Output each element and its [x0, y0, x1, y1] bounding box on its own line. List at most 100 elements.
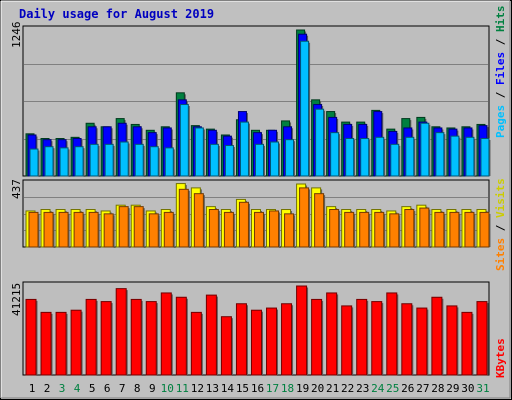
legend-hits: Hits	[494, 5, 507, 33]
x-label-day-24: 24	[371, 382, 385, 395]
bar-sites-day-24	[374, 211, 385, 248]
bar-sites-day-1	[28, 211, 39, 248]
x-label-day-13: 13	[205, 382, 219, 395]
bar-sites-day-20	[314, 193, 325, 248]
bar-pages-day-7	[119, 141, 129, 177]
legend-visits: Visits	[494, 178, 507, 218]
bar-kbytes-day-19	[296, 285, 308, 376]
x-label-day-16: 16	[250, 382, 265, 395]
bar-kbytes-day-24	[371, 301, 383, 376]
bar-pages-day-24	[375, 136, 385, 177]
bar-sites-day-25	[389, 213, 400, 248]
bar-sites-day-5	[88, 211, 99, 248]
bar-kbytes-day-11	[175, 296, 187, 376]
bar-pages-day-30	[465, 136, 475, 177]
x-label-day-14: 14	[220, 382, 235, 395]
x-label-day-29: 29	[446, 382, 460, 395]
bar-sites-day-21	[329, 209, 340, 248]
bar-kbytes-day-18	[281, 303, 293, 376]
bar-sites-day-19	[299, 187, 310, 248]
bar-pages-day-2	[44, 146, 54, 177]
bar-pages-day-29	[450, 135, 460, 177]
bar-pages-day-3	[59, 147, 69, 177]
x-label-day-11: 11	[175, 382, 189, 395]
bar-kbytes-day-3	[55, 311, 67, 376]
x-label-day-2: 2	[43, 382, 51, 395]
bar-kbytes-day-20	[311, 298, 323, 376]
x-label-day-27: 27	[416, 382, 430, 395]
x-label-day-26: 26	[401, 382, 415, 395]
bar-pages-day-15	[239, 121, 249, 177]
x-label-day-5: 5	[88, 382, 96, 395]
x-label-day-19: 19	[295, 382, 310, 395]
chart-title: Daily usage for August 2019	[19, 7, 215, 21]
bar-sites-day-31	[479, 211, 490, 248]
bar-pages-day-27	[420, 122, 430, 177]
bar-kbytes-day-6	[100, 301, 112, 376]
bar-kbytes-day-2	[40, 311, 52, 376]
bar-sites-day-29	[449, 211, 460, 248]
x-label-day-22: 22	[341, 382, 355, 395]
x-label-day-20: 20	[310, 382, 325, 395]
bar-sites-day-4	[73, 211, 84, 248]
bar-kbytes-day-23	[356, 298, 368, 376]
legend-files: Files	[494, 51, 507, 85]
bar-kbytes-day-1	[25, 298, 37, 376]
x-label-day-1: 1	[28, 382, 36, 395]
bar-kbytes-day-9	[145, 301, 157, 376]
hits-panel-ymax-label: 1246	[10, 21, 23, 49]
bar-pages-day-20	[315, 108, 325, 177]
bar-pages-day-8	[134, 143, 144, 177]
bar-pages-day-12	[194, 127, 204, 177]
bar-sites-day-28	[434, 211, 445, 248]
bar-sites-day-3	[58, 211, 69, 248]
bar-kbytes-day-26	[401, 303, 413, 376]
bar-kbytes-day-30	[461, 311, 473, 376]
bar-kbytes-day-14	[220, 316, 232, 376]
bar-sites-day-17	[269, 210, 280, 248]
bar-pages-day-17	[270, 141, 280, 177]
bar-pages-day-14	[224, 145, 234, 177]
bar-pages-day-23	[360, 138, 370, 177]
bar-kbytes-day-21	[326, 292, 338, 376]
bar-sites-day-15	[238, 201, 249, 248]
bar-pages-day-9	[149, 146, 159, 177]
bar-sites-day-9	[148, 213, 159, 248]
bar-kbytes-day-29	[446, 305, 458, 376]
bar-sites-day-16	[253, 211, 264, 248]
bar-pages-day-22	[345, 138, 355, 177]
bar-kbytes-day-4	[70, 309, 82, 376]
bar-pages-day-10	[164, 147, 174, 177]
bar-pages-day-18	[285, 139, 295, 177]
bar-pages-day-26	[405, 136, 415, 177]
bar-sites-day-10	[163, 211, 174, 248]
x-label-day-8: 8	[133, 382, 141, 395]
bar-kbytes-day-8	[130, 298, 142, 376]
bar-kbytes-day-5	[85, 298, 97, 376]
bar-pages-day-31	[480, 138, 490, 177]
x-label-day-6: 6	[103, 382, 111, 395]
bar-kbytes-day-16	[250, 309, 262, 376]
bar-pages-day-6	[104, 143, 114, 177]
kbytes-panel-ymax-label: 41215	[10, 282, 23, 316]
bar-sites-day-13	[208, 209, 219, 248]
bar-pages-day-11	[179, 104, 189, 177]
bar-pages-day-13	[209, 143, 219, 177]
bar-kbytes-day-12	[190, 311, 202, 376]
x-label-day-31: 31	[476, 382, 490, 395]
legend-sites: Sites	[494, 237, 507, 271]
legend-pages: Pages	[494, 104, 507, 138]
bar-pages-day-19	[300, 40, 310, 177]
visits-panel-ymax-label: 437	[10, 179, 23, 199]
x-label-day-17: 17	[265, 382, 280, 395]
legend-pages-files-hits: Pages / Files / Hits	[494, 5, 507, 139]
bar-sites-day-27	[419, 207, 430, 248]
bar-sites-day-23	[359, 211, 370, 248]
bar-pages-day-28	[435, 132, 445, 177]
bar-kbytes-day-28	[431, 296, 443, 376]
x-label-day-3: 3	[58, 382, 66, 395]
x-label-day-28: 28	[431, 382, 445, 395]
x-label-day-23: 23	[356, 382, 370, 395]
bar-kbytes-day-15	[235, 303, 247, 376]
